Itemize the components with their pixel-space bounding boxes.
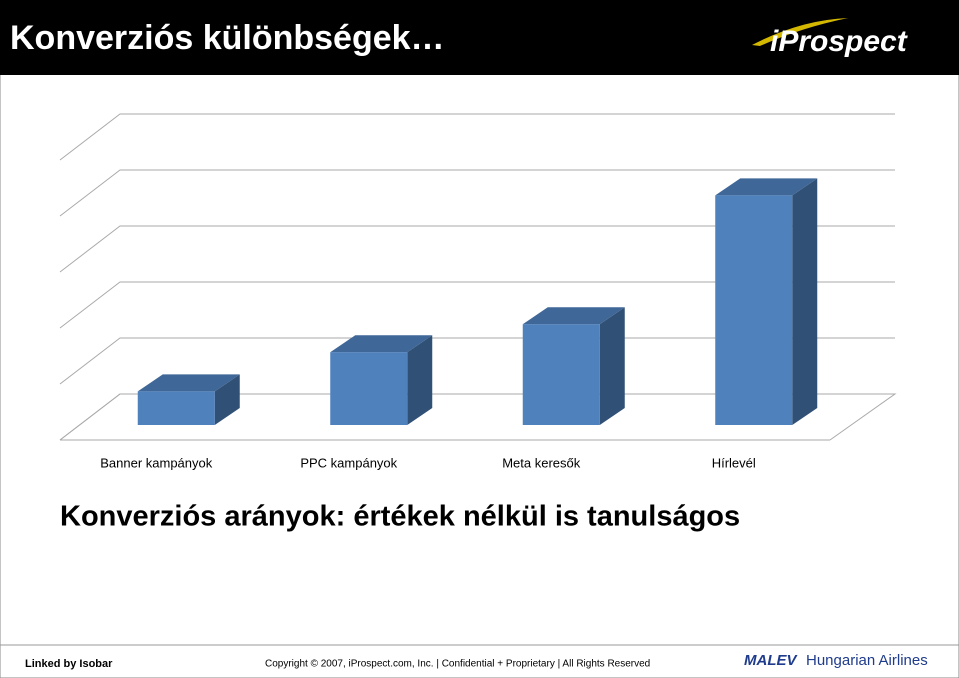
footer-center: Copyright © 2007, iProspect.com, Inc. | … xyxy=(265,659,650,670)
x-tick-label: Meta keresők xyxy=(502,455,581,470)
bar xyxy=(137,391,215,425)
slide-title: Konverziós különbségek… xyxy=(10,19,445,57)
bar-side xyxy=(407,335,433,425)
grid-line xyxy=(59,113,895,161)
bar-side xyxy=(214,374,240,425)
footer-right: Hungarian Airlines xyxy=(806,652,928,669)
bar xyxy=(522,324,600,425)
x-tick-label: Banner kampányok xyxy=(100,455,213,470)
x-tick-label: Hírlevél xyxy=(712,455,756,470)
grid-line xyxy=(59,225,895,273)
footer-left: Linked by Isobar xyxy=(25,658,113,670)
grid-line xyxy=(59,337,895,385)
logo: iProspect xyxy=(770,25,909,58)
logo-swoosh xyxy=(752,18,848,46)
x-tick-label: PPC kampányok xyxy=(300,455,397,470)
subtitle: Konverziós arányok: értékek nélkül is ta… xyxy=(60,501,740,533)
header-bar xyxy=(0,0,959,75)
grid-line xyxy=(59,281,895,329)
bar-top xyxy=(715,178,818,196)
bar-top xyxy=(330,335,433,353)
bar-top xyxy=(137,374,240,392)
bar-side xyxy=(599,307,625,425)
bar-side xyxy=(792,178,818,425)
bar-top xyxy=(522,307,625,325)
chart: Banner kampányok PPC kampányok Meta kereső… xyxy=(59,113,897,470)
grid-line xyxy=(59,393,895,441)
grid-line xyxy=(59,169,895,217)
bar xyxy=(330,352,408,425)
footer-brand: MALEV xyxy=(744,652,798,669)
bar xyxy=(715,195,793,425)
